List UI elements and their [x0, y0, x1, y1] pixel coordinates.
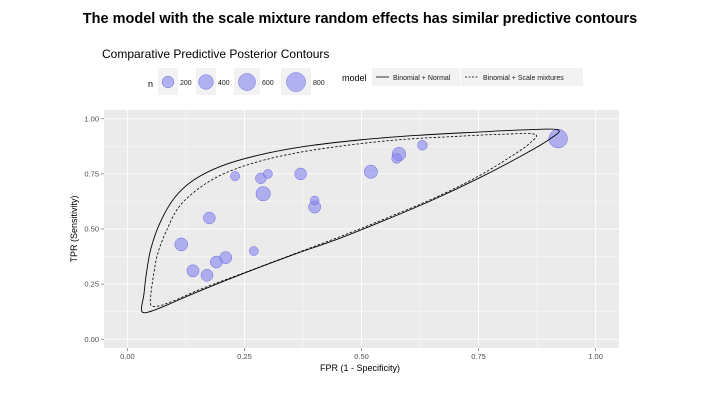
data-point — [391, 153, 402, 164]
y-tick-label: 1.00 — [84, 114, 99, 123]
legend-label-normal: Binomial + Normal — [393, 75, 451, 82]
x-tick-label: 0.75 — [471, 352, 486, 361]
contours — [140, 128, 560, 314]
size-legend-circle — [198, 74, 214, 90]
model-legend-key-mixture-bg — [461, 68, 583, 86]
x-axis-ticks: 0.00 0.25 0.50 0.75 1.00 — [120, 348, 603, 361]
size-legend-label: 400 — [218, 80, 230, 87]
y-tick-label: 0.75 — [84, 170, 99, 179]
chart-title: Comparative Predictive Posterior Contour… — [102, 47, 330, 61]
data-point — [200, 268, 214, 282]
data-point — [230, 171, 240, 182]
x-axis-title: FPR (1 - Specificity) — [320, 363, 400, 373]
size-legend-label: 200 — [180, 80, 192, 87]
data-point — [174, 237, 189, 252]
size-legend-label: 800 — [313, 80, 325, 87]
data-point — [310, 195, 320, 205]
data-point — [294, 167, 307, 181]
data-point — [363, 164, 378, 179]
model-legend: model Binomial + Normal Binomial + Scale… — [342, 68, 583, 86]
size-legend-label: 600 — [262, 80, 274, 87]
x-tick-label: 0.00 — [120, 352, 135, 361]
size-legend-circle — [286, 72, 306, 92]
data-point — [255, 186, 271, 202]
data-point — [417, 140, 428, 151]
data-points — [174, 129, 568, 282]
legend-label-mixture: Binomial + Scale mixtures — [483, 75, 564, 82]
size-legend-circle — [238, 73, 256, 91]
data-point — [263, 169, 273, 179]
data-point — [249, 246, 259, 256]
y-tick-label: 0.50 — [84, 225, 99, 234]
size-legend: n 200 400 600 800 — [148, 68, 325, 95]
contour-binomial-normal — [140, 128, 560, 314]
contour-scale-mixture — [149, 133, 537, 307]
x-tick-label: 0.25 — [237, 352, 252, 361]
size-legend-title: n — [148, 79, 153, 89]
data-point — [210, 255, 223, 269]
data-point — [186, 264, 200, 278]
slide-title: The model with the scale mixture random … — [82, 11, 638, 27]
y-axis-title: TPR (Sensitivity) — [69, 195, 79, 262]
model-legend-title: model — [342, 73, 367, 83]
y-tick-label: 0.00 — [84, 335, 99, 344]
x-tick-label: 0.50 — [354, 352, 369, 361]
y-tick-label: 0.25 — [84, 280, 99, 289]
data-point — [203, 211, 216, 225]
model-legend-key-normal-bg — [372, 68, 460, 86]
data-point — [548, 129, 568, 149]
y-axis-ticks: 0.00 0.25 0.50 0.75 1.00 — [84, 114, 104, 344]
x-tick-label: 1.00 — [588, 352, 603, 361]
size-legend-circle — [161, 75, 175, 89]
